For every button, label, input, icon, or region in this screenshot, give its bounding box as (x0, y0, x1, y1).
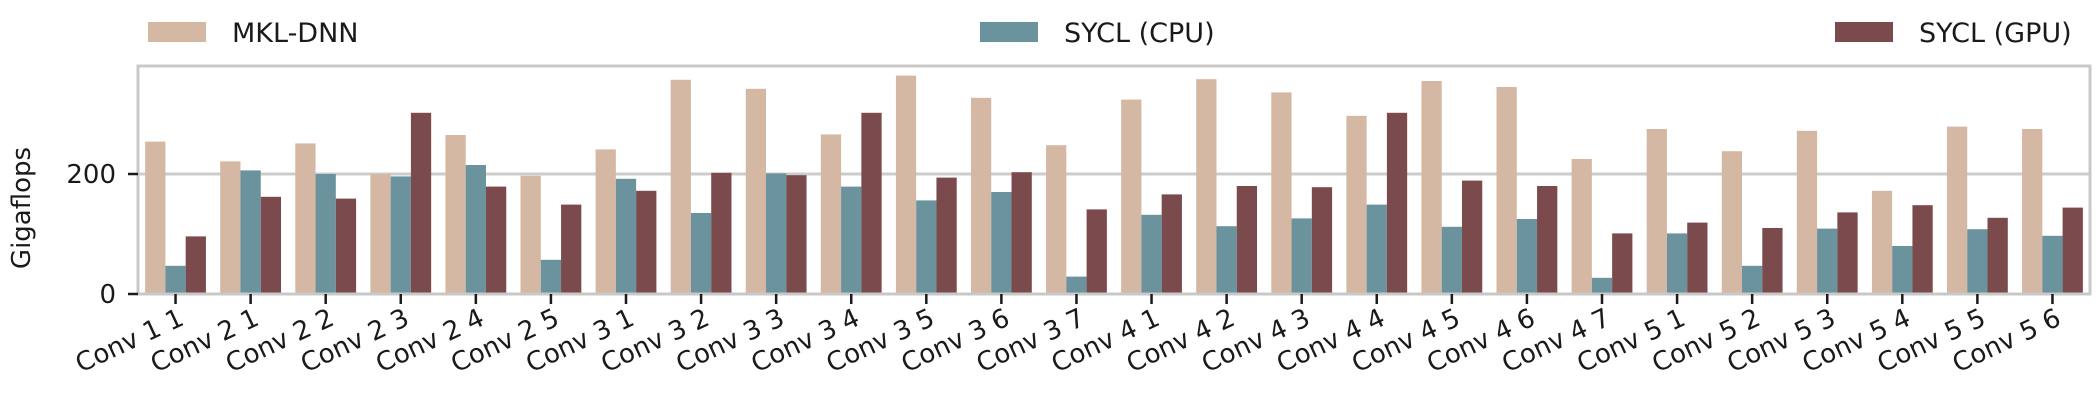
bar-sycl-gpu-24 (1912, 205, 1933, 294)
bar-sycl-gpu-25 (1987, 217, 2008, 294)
bar-sycl-gpu-5 (485, 186, 507, 294)
bar-sycl-gpu-7 (636, 190, 657, 294)
bar-mkl-dnn-22 (1721, 151, 1743, 294)
bar-sycl-cpu-1 (165, 265, 186, 294)
bar-mkl-dnn-18 (1421, 81, 1442, 294)
bar-sycl-cpu-8 (690, 213, 712, 294)
bar-sycl-cpu-22 (1742, 265, 1763, 294)
bar-sycl-cpu-9 (766, 173, 787, 294)
bar-sycl-cpu-26 (2042, 235, 2063, 294)
legend-swatch (980, 22, 1038, 42)
bar-sycl-gpu-8 (711, 172, 732, 294)
bar-mkl-dnn-26 (2022, 129, 2043, 294)
bar-sycl-cpu-17 (1366, 204, 1387, 294)
bar-sycl-gpu-4 (410, 112, 432, 294)
bar-sycl-gpu-9 (786, 175, 807, 294)
bar-sycl-cpu-19 (1516, 219, 1538, 294)
bar-mkl-dnn-11 (895, 75, 917, 294)
bar-sycl-gpu-16 (1311, 187, 1333, 294)
bar-sycl-gpu-26 (2062, 207, 2083, 294)
bar-sycl-gpu-20 (1612, 233, 1633, 294)
bar-mkl-dnn-23 (1796, 130, 1818, 294)
bar-sycl-gpu-17 (1386, 112, 1408, 294)
bar-mkl-dnn-21 (1646, 129, 1667, 294)
bar-sycl-gpu-14 (1161, 194, 1182, 294)
y-tick-label: 0 (99, 280, 116, 310)
bar-sycl-cpu-21 (1666, 233, 1688, 294)
bar-mkl-dnn-1 (145, 141, 166, 294)
bar-sycl-gpu-3 (335, 198, 357, 294)
bar-sycl-gpu-18 (1461, 180, 1483, 294)
bar-sycl-gpu-6 (561, 204, 582, 294)
bar-mkl-dnn-6 (520, 175, 541, 294)
legend-swatch (148, 22, 206, 42)
bar-mkl-dnn-20 (1571, 159, 1592, 294)
bar-sycl-cpu-6 (540, 259, 562, 294)
bar-sycl-gpu-10 (861, 112, 882, 294)
bar-mkl-dnn-12 (970, 97, 992, 294)
bar-sycl-cpu-18 (1441, 226, 1462, 294)
legend: MKL-DNN SYCL (CPU) SYCL (GPU) (148, 18, 2072, 49)
bar-sycl-gpu-13 (1086, 209, 1107, 294)
bar-sycl-cpu-7 (615, 178, 637, 294)
y-tick-label: 200 (66, 160, 116, 190)
bar-sycl-gpu-1 (185, 236, 206, 294)
bar-sycl-gpu-19 (1537, 186, 1558, 294)
bar-mkl-dnn-16 (1271, 92, 1292, 295)
bar-sycl-cpu-10 (841, 186, 862, 294)
bar-sycl-gpu-15 (1236, 186, 1258, 294)
bar-mkl-dnn-8 (670, 79, 691, 294)
bar-sycl-cpu-12 (991, 192, 1012, 294)
bar-mkl-dnn-17 (1346, 115, 1367, 294)
legend-label: MKL-DNN (232, 18, 359, 49)
bar-mkl-dnn-3 (295, 143, 316, 294)
bar-mkl-dnn-25 (1946, 126, 1968, 294)
bar-sycl-gpu-12 (1011, 172, 1032, 294)
bar-sycl-gpu-2 (260, 196, 282, 294)
bar-sycl-cpu-11 (916, 200, 937, 294)
plot-frame (136, 64, 2092, 296)
bar-sycl-cpu-20 (1591, 277, 1613, 294)
bar-mkl-dnn-5 (445, 135, 466, 294)
bar-sycl-cpu-2 (240, 170, 261, 294)
legend-label: SYCL (CPU) (1064, 18, 1215, 49)
legend-swatch (1835, 22, 1893, 42)
bar-sycl-cpu-16 (1291, 218, 1312, 294)
bar-sycl-gpu-21 (1687, 222, 1708, 294)
bar-sycl-cpu-3 (315, 174, 336, 294)
bar-mkl-dnn-14 (1121, 99, 1142, 294)
bar-sycl-cpu-13 (1066, 276, 1087, 294)
y-axis: 0 200 (66, 160, 138, 310)
bar-mkl-dnn-2 (220, 161, 241, 294)
bar-mkl-dnn-15 (1196, 79, 1217, 294)
bar-sycl-cpu-5 (465, 165, 486, 294)
bar-mkl-dnn-24 (1871, 190, 1893, 294)
bar-sycl-cpu-14 (1141, 214, 1162, 294)
bar-sycl-cpu-24 (1892, 246, 1913, 294)
legend-label: SYCL (GPU) (1919, 18, 2072, 49)
bar-mkl-dnn-19 (1496, 87, 1517, 294)
bar-mkl-dnn-10 (820, 134, 842, 294)
bar-mkl-dnn-4 (370, 174, 391, 294)
bars (145, 75, 2083, 295)
bar-sycl-gpu-11 (936, 177, 957, 294)
bar-sycl-cpu-4 (390, 176, 411, 294)
y-axis-label: Gigaflops (7, 147, 37, 269)
bar-sycl-gpu-23 (1837, 212, 1858, 294)
bar-mkl-dnn-7 (595, 149, 616, 294)
bar-sycl-cpu-23 (1817, 228, 1838, 294)
bar-sycl-cpu-25 (1967, 229, 1988, 294)
bar-sycl-cpu-15 (1216, 226, 1237, 294)
bar-sycl-gpu-22 (1762, 228, 1783, 294)
bar-mkl-dnn-9 (745, 88, 767, 294)
bar-mkl-dnn-13 (1046, 145, 1067, 294)
